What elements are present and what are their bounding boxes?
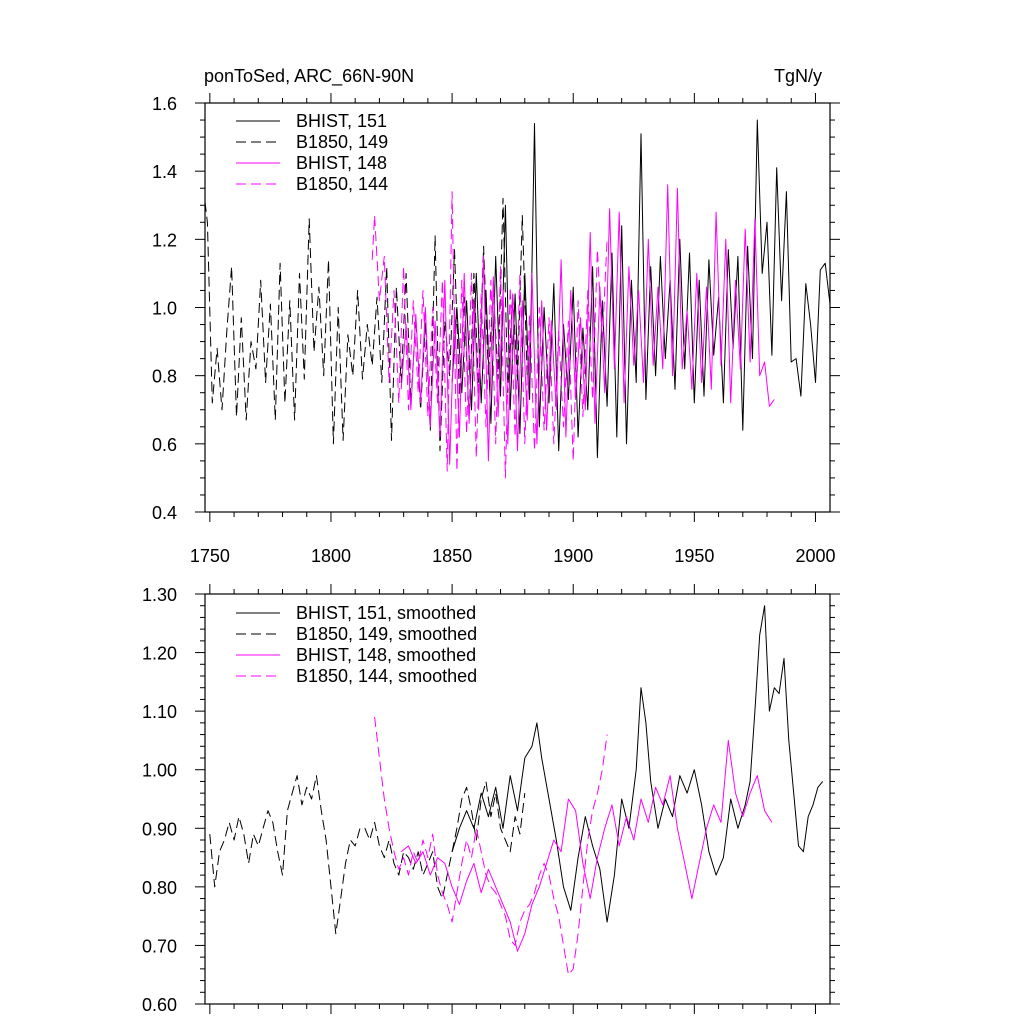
series-line — [451, 119, 831, 458]
y-tick-label: 1.2 — [152, 230, 177, 250]
y-tick-label: 0.80 — [142, 878, 177, 898]
y-tick-label: 1.20 — [142, 644, 177, 664]
x-tick-label: 1800 — [311, 546, 351, 566]
y-tick-label: 1.30 — [142, 585, 177, 605]
y-tick-label: 1.10 — [142, 702, 177, 722]
series-line — [374, 716, 608, 976]
y-tick-label: 0.8 — [152, 367, 177, 387]
bottom-panel-plot-area — [209, 605, 824, 976]
y-tick-label: 0.90 — [142, 819, 177, 839]
top-panel-title-right: TgN/y — [774, 66, 822, 86]
top-panel-plot-area — [204, 119, 831, 479]
top-panel: ponToSed, ARC_66N-90N TgN/y 1750 1800 1850… — [152, 66, 840, 566]
x-tick-label: 1900 — [553, 546, 593, 566]
x-tick-label: 2000 — [795, 546, 835, 566]
series-line — [209, 775, 526, 935]
y-tick-label: 1.6 — [152, 94, 177, 114]
y-tick-label: 0.70 — [142, 936, 177, 956]
bottom-panel: 0.60 0.70 0.80 0.90 1.00 1.10 1.20 1.30 BHIST, … — [142, 584, 840, 1015]
top-panel-tick-labels: 1750 1800 1850 1900 1950 2000 0.4 0.6 0.8 1.0 1.2 1… — [152, 94, 836, 566]
top-panel-frame — [204, 102, 831, 513]
series-line — [400, 739, 773, 952]
series-line — [371, 191, 608, 479]
legend-label: BHIST, 148 — [296, 153, 387, 173]
y-tick-label: 1.4 — [152, 162, 177, 182]
legend-label: BHIST, 148, smoothed — [296, 645, 476, 665]
top-panel-title-left: ponToSed, ARC_66N-90N — [204, 66, 414, 87]
legend-label: B1850, 144 — [296, 174, 388, 194]
x-tick-label: 1750 — [190, 546, 230, 566]
x-tick-label: 1850 — [432, 546, 472, 566]
y-tick-label: 0.6 — [152, 435, 177, 455]
series-line — [400, 184, 775, 465]
bottom-panel-tick-labels: 0.60 0.70 0.80 0.90 1.00 1.10 1.20 1.30 — [142, 585, 177, 1015]
y-tick-label: 0.60 — [142, 995, 177, 1015]
x-tick-label: 1950 — [674, 546, 714, 566]
series-line — [204, 197, 528, 452]
y-tick-label: 0.4 — [152, 503, 177, 523]
top-panel-ticks — [195, 93, 840, 522]
legend-label: B1850, 149 — [296, 132, 388, 152]
y-tick-label: 1.0 — [152, 299, 177, 319]
legend-label: BHIST, 151, smoothed — [296, 603, 476, 623]
bottom-panel-ticks — [195, 584, 840, 1014]
bottom-panel-frame — [204, 593, 831, 1005]
legend-label: BHIST, 151 — [296, 111, 387, 131]
y-tick-label: 1.00 — [142, 761, 177, 781]
legend-label: B1850, 149, smoothed — [296, 624, 477, 644]
series-line — [451, 605, 824, 923]
legend-label: B1850, 144, smoothed — [296, 666, 477, 686]
